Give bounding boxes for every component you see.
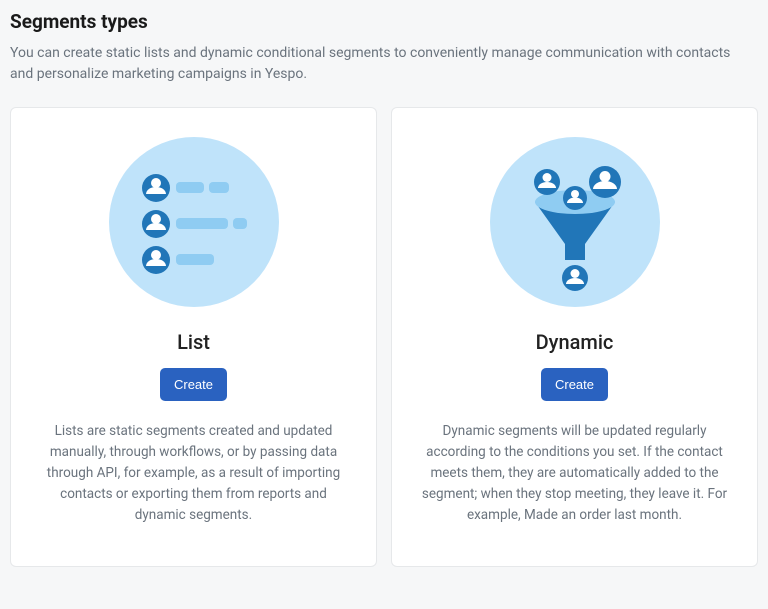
card-dynamic-title: Dynamic (414, 330, 735, 354)
intro-text: You can create static lists and dynamic … (10, 43, 750, 85)
list-illustration (33, 132, 354, 312)
create-list-button[interactable]: Create (160, 368, 227, 401)
page-title: Segments types (10, 10, 758, 33)
card-list-title: List (33, 330, 354, 354)
card-list-desc: Lists are static segments created and up… (33, 421, 354, 526)
card-dynamic-desc: Dynamic segments will be updated regular… (414, 421, 735, 526)
card-dynamic: Dynamic Create Dynamic segments will be … (391, 107, 758, 567)
dynamic-illustration (414, 132, 735, 312)
list-icon (104, 132, 284, 312)
card-list: List Create Lists are static segments cr… (10, 107, 377, 567)
create-dynamic-button[interactable]: Create (541, 368, 608, 401)
cards-row: List Create Lists are static segments cr… (10, 107, 758, 567)
funnel-icon (485, 132, 665, 312)
